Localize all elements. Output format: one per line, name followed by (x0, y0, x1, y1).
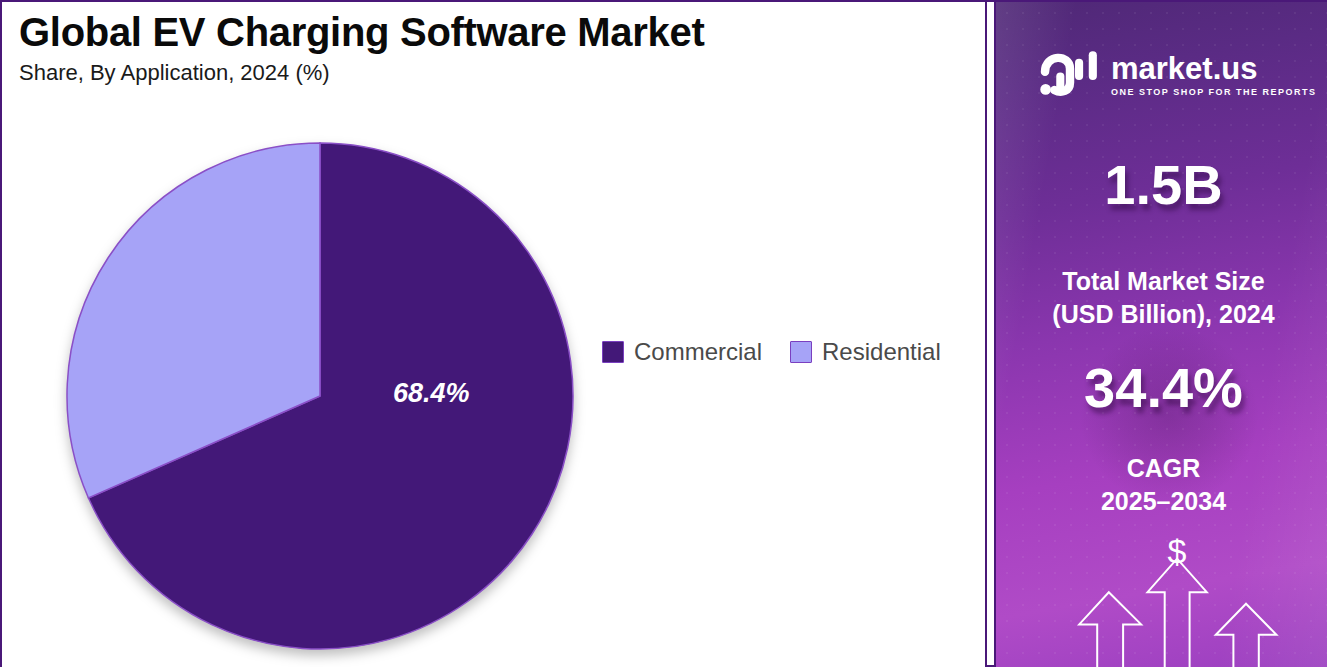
svg-text:$: $ (1168, 532, 1187, 570)
